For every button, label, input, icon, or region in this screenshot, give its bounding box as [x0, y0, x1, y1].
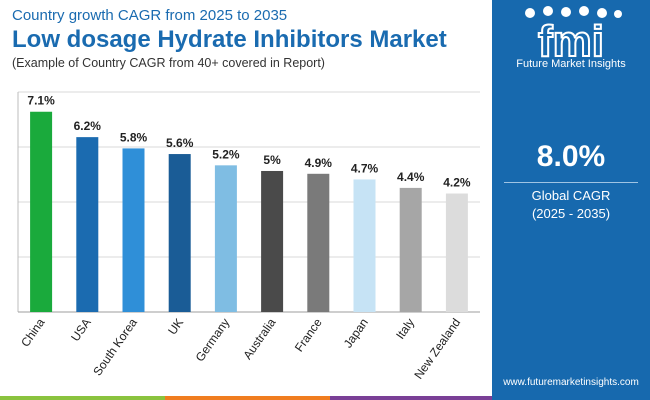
x-tick-label: France	[292, 315, 325, 354]
x-tick-label: Italy	[393, 316, 417, 342]
bar-usa	[76, 137, 99, 312]
data-label: 4.9%	[305, 156, 333, 170]
data-label: 7.1%	[27, 94, 55, 108]
chart-subtitle: Country growth CAGR from 2025 to 2035	[12, 7, 288, 24]
bottom-strip-green	[0, 396, 165, 400]
x-tick-label: South Korea	[90, 315, 140, 378]
data-label: 4.7%	[351, 161, 379, 175]
bar-chart: 7.1% China 6.2% USA 5.8% South Korea 5.6% UK 5.2…	[17, 91, 480, 382]
x-tick-label: Japan	[341, 316, 371, 351]
data-label: 6.2%	[74, 119, 102, 133]
bar-new-zealand	[445, 193, 468, 312]
bar-uk	[168, 154, 191, 312]
bar-france	[307, 173, 330, 312]
bar-china	[30, 111, 53, 312]
data-label: 5.8%	[120, 130, 148, 144]
data-label: 4.4%	[397, 170, 425, 184]
x-tick-label: New Zealand	[411, 316, 463, 382]
chart-title: Low dosage Hydrate Inhibitors Market	[12, 26, 447, 53]
bottom-strip-purple	[330, 396, 492, 400]
bar-south-korea	[122, 148, 145, 312]
bar-australia	[261, 170, 284, 312]
data-label: 5%	[263, 153, 281, 167]
logo-letters: fmi	[538, 17, 604, 66]
divider	[504, 182, 638, 183]
global-cagr-value: 8.0%	[536, 140, 606, 173]
chart-caption: (Example of Country CAGR from 40+ covere…	[12, 56, 325, 70]
x-tick-label: USA	[68, 316, 94, 344]
global-cagr-years: (2025 - 2035)	[531, 206, 611, 221]
data-label: 5.6%	[166, 136, 194, 150]
data-label: 4.2%	[443, 176, 471, 190]
x-tick-label: UK	[165, 316, 186, 338]
bar-germany	[214, 165, 237, 312]
x-tick-label: Australia	[240, 315, 278, 362]
x-tick-label: China	[18, 315, 48, 349]
brand-name: Future Market Insights	[516, 58, 626, 70]
website-link[interactable]: www.futuremarketinsights.com	[503, 377, 639, 388]
bar-italy	[399, 187, 422, 312]
global-cagr-label: Global CAGR	[531, 188, 611, 203]
bottom-strip-orange	[165, 396, 330, 400]
x-tick-label: Germany	[193, 316, 233, 364]
fmi-logo: fmi	[525, 6, 622, 67]
data-label: 5.2%	[212, 147, 240, 161]
bar-japan	[353, 179, 376, 312]
sidebar-panel: fmi Future Market Insights 8.0% Global C…	[492, 0, 650, 400]
logo-icons	[525, 6, 622, 18]
